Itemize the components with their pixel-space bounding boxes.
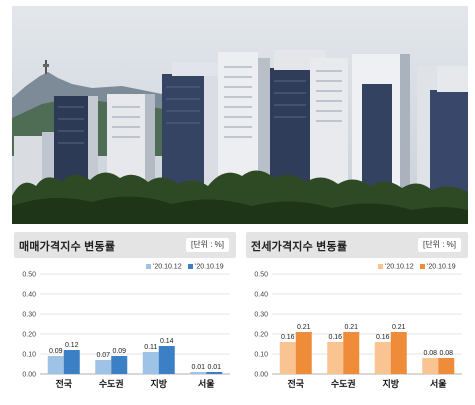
y-tick-label: 0.10 (22, 352, 36, 359)
legend-label: '20.10.19 (427, 264, 456, 271)
bar (95, 360, 112, 374)
apartment-skyline-image (12, 6, 468, 224)
chart-title: 매매가격지수 변동률 (19, 241, 116, 253)
category-label: 수도권 (331, 378, 356, 390)
bar (295, 332, 312, 374)
y-tick-label: 0.30 (254, 312, 268, 319)
legend-label: '20.10.12 (385, 264, 414, 271)
bar (438, 358, 455, 374)
bar (63, 350, 80, 374)
data-label: 0.01 (207, 364, 221, 371)
data-label: 0.09 (112, 348, 126, 355)
category-label: 지방 (150, 378, 167, 390)
category-label: 서울 (430, 378, 447, 390)
data-label: 0.21 (392, 324, 406, 331)
bar (327, 342, 344, 374)
chart-title: 전세가격지수 변동률 (251, 241, 348, 253)
unit-label: [단위 : %] (186, 238, 229, 252)
y-tick-label: 0.30 (22, 312, 36, 319)
data-label: 0.21 (297, 324, 311, 331)
bar (111, 356, 128, 374)
bar (47, 356, 64, 374)
y-tick-label: 0.10 (254, 352, 268, 359)
y-tick-label: 0.00 (254, 372, 268, 379)
category-label: 전국 (55, 378, 72, 390)
bar (190, 372, 207, 374)
y-tick-label: 0.50 (22, 272, 36, 279)
data-label: 0.07 (96, 352, 110, 359)
bar (374, 342, 391, 374)
chart-header: 전세가격지수 변동률 [단위 : %] (246, 232, 468, 258)
legend-swatch (420, 264, 425, 269)
category-label: 서울 (198, 378, 215, 390)
apartment-photo (12, 6, 468, 224)
bar (158, 346, 175, 374)
unit-label: [단위 : %] (418, 238, 461, 252)
bar (422, 358, 439, 374)
bar (142, 352, 159, 374)
data-label: 0.21 (344, 324, 358, 331)
category-label: 전국 (287, 378, 304, 390)
category-label: 수도권 (99, 378, 124, 390)
y-tick-label: 0.20 (22, 332, 36, 339)
jeonse-price-bar-chart: 0.00 0.10 0.20 0.30 0.40 0.50 '20.10.12 '20.10.… (254, 264, 462, 390)
legend-swatch (146, 264, 151, 269)
data-label: 0.16 (376, 334, 390, 341)
legend-swatch (378, 264, 383, 269)
data-label: 0.12 (65, 342, 79, 349)
bar (279, 342, 296, 374)
data-label: 0.08 (423, 350, 437, 357)
bar (390, 332, 407, 374)
y-tick-label: 0.40 (22, 292, 36, 299)
legend-label: '20.10.12 (153, 264, 182, 271)
category-label: 지방 (382, 378, 399, 390)
legend-swatch (188, 264, 193, 269)
data-label: 0.16 (281, 334, 295, 341)
data-label: 0.09 (49, 348, 63, 355)
y-tick-label: 0.20 (254, 332, 268, 339)
sale-price-bar-chart: 0.00 0.10 0.20 0.30 0.40 0.50 '20.10.12 '20.10.… (22, 264, 230, 390)
legend-label: '20.10.19 (195, 264, 224, 271)
y-tick-label: 0.40 (254, 292, 268, 299)
bar (343, 332, 360, 374)
chart-header: 매매가격지수 변동률 [단위 : %] (14, 232, 236, 258)
data-label: 0.14 (160, 338, 174, 345)
data-label: 0.11 (144, 344, 157, 351)
jeonse-price-chart-panel: 전세가격지수 변동률 [단위 : %] 0.00 0.10 0.20 0.30 0.40… (246, 232, 468, 398)
y-tick-label: 0.00 (22, 372, 36, 379)
data-label: 0.01 (191, 364, 205, 371)
y-tick-label: 0.50 (254, 272, 268, 279)
bar (206, 372, 223, 374)
data-label: 0.08 (439, 350, 453, 357)
sale-price-chart-panel: 매매가격지수 변동률 [단위 : %] 0.00 0.10 0.20 0.30 0.40… (14, 232, 236, 398)
data-label: 0.16 (328, 334, 342, 341)
